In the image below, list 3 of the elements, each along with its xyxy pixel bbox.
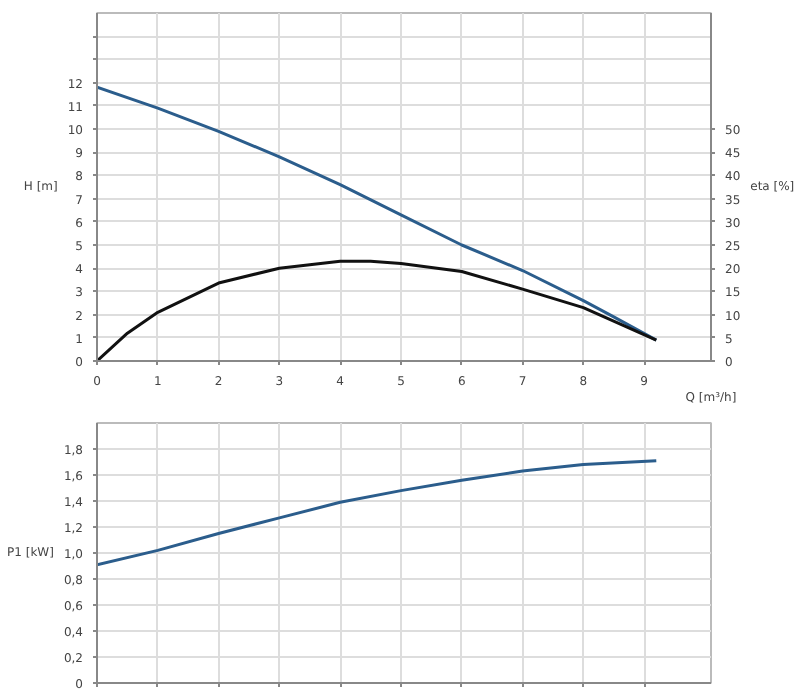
- line-series: [97, 85, 658, 342]
- line-series: [97, 259, 658, 361]
- line-series: [97, 459, 658, 567]
